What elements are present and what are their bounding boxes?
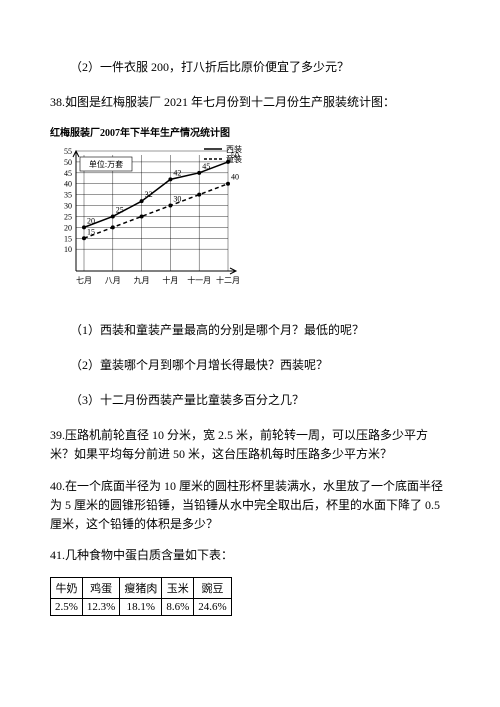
table-header-cell: 牛奶: [51, 578, 83, 599]
document-page: （2）一件衣服 200，打八折后比原价便宜了多少元？ 38.如图是红梅服装厂 2…: [0, 0, 500, 646]
question-40: 40.在一个底面半径为 10 厘米的圆柱形杯里装满水，水里放了一个底面半径为 5…: [50, 477, 450, 535]
table-cell: 12.3%: [82, 599, 119, 616]
svg-text:45: 45: [202, 162, 210, 171]
question-38-intro: 38.如图是红梅服装厂 2021 年七月份到十二月份生产服装统计图：: [50, 93, 450, 112]
question-39: 39.压路机前轮直径 10 分米，宽 2.5 米，前轮转一周，可以压路多少平方米…: [50, 426, 450, 464]
svg-text:50: 50: [231, 151, 239, 160]
chart-container: 红梅服装厂2007年下半年生产情况统计图 1015202530354045505…: [50, 124, 270, 303]
svg-text:50: 50: [64, 158, 72, 167]
svg-text:七月: 七月: [76, 276, 92, 285]
svg-text:单位:万套: 单位:万套: [89, 159, 123, 169]
table-row: 牛奶 鸡蛋 瘦猪肉 玉米 豌豆: [51, 578, 232, 599]
svg-text:30: 30: [173, 195, 181, 204]
svg-text:十一月: 十一月: [187, 275, 211, 285]
table-header-cell: 豌豆: [194, 578, 231, 599]
table-header-cell: 玉米: [162, 578, 194, 599]
svg-text:25: 25: [64, 213, 72, 222]
svg-text:20: 20: [64, 224, 72, 233]
table-cell: 2.5%: [51, 599, 83, 616]
svg-text:10: 10: [64, 245, 72, 254]
svg-text:32: 32: [145, 190, 153, 199]
svg-text:25: 25: [116, 206, 124, 215]
protein-table: 牛奶 鸡蛋 瘦猪肉 玉米 豌豆 2.5% 12.3% 18.1% 8.6% 24…: [50, 577, 232, 616]
question-38-3: （3）十二月份西装产量比童装多百分之几？: [70, 391, 450, 408]
svg-text:20: 20: [87, 217, 95, 226]
question-41: 41.几种食物中蛋白质含量如下表：: [50, 546, 450, 565]
chart-svg: 10152025303540455055七月八月九月十月十一月十二月单位:万套西…: [50, 143, 250, 303]
svg-text:30: 30: [64, 202, 72, 211]
table-header-cell: 鸡蛋: [82, 578, 119, 599]
table-cell: 18.1%: [120, 599, 162, 616]
svg-text:15: 15: [64, 234, 72, 243]
svg-text:八月: 八月: [105, 276, 121, 285]
table-cell: 8.6%: [162, 599, 194, 616]
svg-text:40: 40: [231, 173, 239, 182]
table-cell: 24.6%: [194, 599, 231, 616]
question-38-1: （1）西装和童装产量最高的分别是哪个月？最低的呢？: [70, 321, 450, 338]
question-2: （2）一件衣服 200，打八折后比原价便宜了多少元？: [70, 58, 450, 75]
question-38-2: （2）童装哪个月到哪个月增长得最快？西装呢？: [70, 356, 450, 373]
svg-text:45: 45: [64, 169, 72, 178]
svg-text:40: 40: [64, 180, 72, 189]
chart-title: 红梅服装厂2007年下半年生产情况统计图: [50, 124, 270, 139]
table-row: 2.5% 12.3% 18.1% 8.6% 24.6%: [51, 599, 232, 616]
svg-text:55: 55: [64, 147, 72, 156]
line-chart: 10152025303540455055七月八月九月十月十一月十二月单位:万套西…: [50, 143, 250, 303]
svg-text:42: 42: [173, 169, 181, 178]
svg-text:九月: 九月: [134, 276, 150, 285]
table-header-cell: 瘦猪肉: [120, 578, 162, 599]
svg-text:35: 35: [64, 191, 72, 200]
svg-text:十月: 十月: [162, 275, 178, 285]
svg-text:15: 15: [87, 227, 95, 236]
svg-text:十二月: 十二月: [216, 275, 240, 285]
